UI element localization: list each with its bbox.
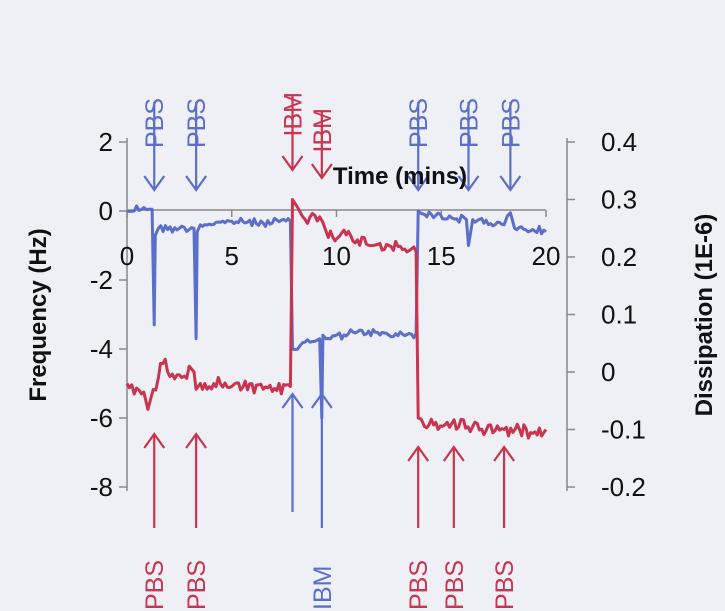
arrow-head	[281, 392, 304, 409]
annotation-label-top: IBM	[280, 92, 308, 136]
arrow-head	[185, 432, 208, 449]
y-axis-title: Frequency (Hz)	[25, 228, 52, 401]
arrow-head	[143, 175, 166, 192]
series-line-dissipation	[125, 198, 548, 440]
y-tick-label: -4	[90, 334, 113, 364]
arrow-head	[310, 163, 333, 180]
y-tick-label: 2	[99, 127, 113, 157]
x-axis-title: Time (mins)	[333, 163, 467, 190]
arrow-head	[143, 432, 166, 449]
x-tick-label: 10	[322, 241, 351, 271]
axes: 20-2-4-6-80.40.30.20.10-0.1-0.20 5 10 15 20	[90, 127, 646, 502]
annotation-label-top: IBM	[309, 108, 337, 152]
y-tick-label: -6	[90, 403, 113, 433]
y2-axis-title: Dissipation (1E-6)	[691, 214, 718, 417]
arrow-head	[442, 445, 465, 462]
x-tick-label: 0	[120, 241, 134, 271]
annotation-label-bottom: PBS	[183, 560, 211, 610]
y2-tick-label: 0.2	[601, 242, 637, 272]
series-layer	[125, 198, 548, 440]
axis-labels: Time (mins) Frequency (Hz) Dissipation (…	[25, 163, 718, 416]
annotation-label-bottom: PBS	[405, 560, 433, 610]
y-tick-label: 0	[99, 196, 113, 226]
annotation-label-bottom: PBS	[441, 560, 469, 610]
arrow-head	[407, 445, 430, 462]
series-line-frequency	[126, 204, 547, 420]
annotation-label-bottom: IBM	[309, 566, 337, 610]
y2-tick-label: 0.3	[601, 185, 637, 215]
arrow-head	[493, 445, 515, 462]
arrow-head	[407, 175, 430, 192]
y2-tick-label: -0.2	[601, 472, 646, 502]
annotation-label-top: PBS	[405, 98, 433, 148]
annotation-label-top: PBS	[497, 98, 525, 148]
y2-tick-label: 0.1	[601, 300, 637, 330]
y-tick-label: -2	[90, 265, 113, 295]
y2-tick-label: 0	[601, 357, 615, 387]
annotation-label-top: PBS	[141, 98, 169, 148]
y-tick-label: -8	[90, 472, 113, 502]
annotation-label-bottom: PBS	[141, 560, 169, 610]
arrow-head	[281, 155, 304, 172]
y2-tick-label: 0.4	[601, 127, 637, 157]
x-tick-label: 15	[427, 241, 456, 271]
y2-tick-label: -0.1	[601, 415, 646, 445]
x-tick-label: 20	[532, 241, 561, 271]
annotation-label-top: PBS	[183, 98, 211, 148]
arrow-head	[499, 175, 522, 192]
annotation-label-top: PBS	[455, 98, 483, 148]
arrow-head	[310, 392, 333, 409]
x-tick-label: 5	[225, 241, 239, 271]
arrow-head	[185, 175, 208, 192]
arrow-head	[457, 175, 480, 192]
annotation-label-bottom: PBS	[491, 560, 519, 610]
